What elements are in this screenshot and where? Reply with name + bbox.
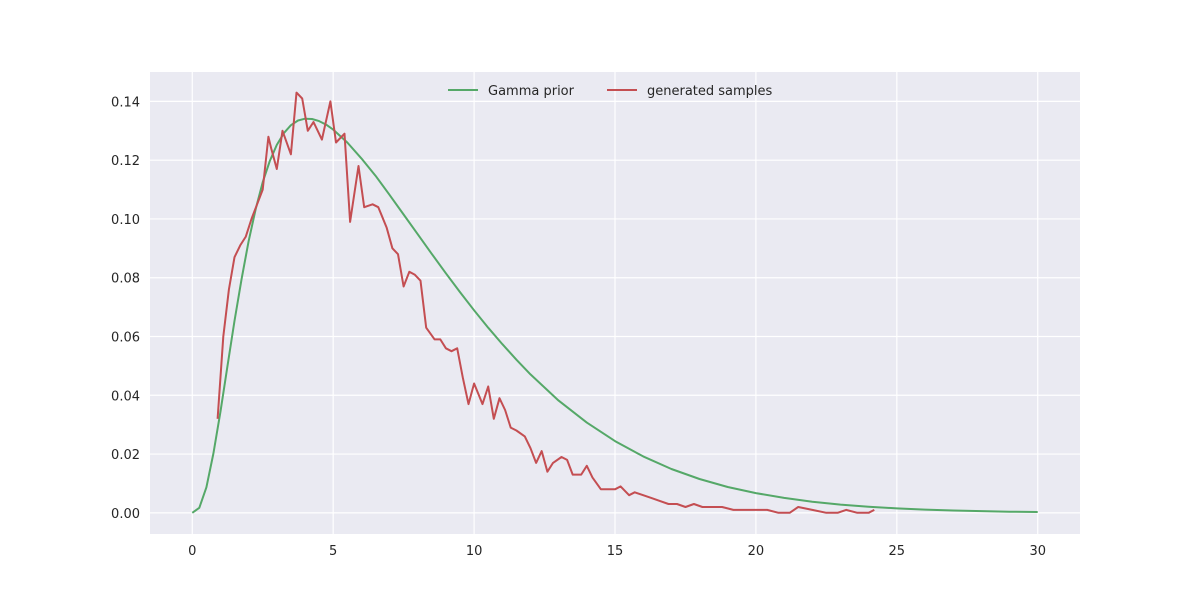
series-line-generated-samples: [216, 91, 875, 514]
grid: [150, 72, 1080, 534]
y-tick-label: 0.04: [111, 389, 140, 404]
legend-label-generated-samples: generated samples: [647, 84, 773, 99]
x-tick-label: 20: [748, 544, 765, 559]
y-tick-label: 0.00: [111, 507, 140, 522]
legend: Gamma prior generated samples: [448, 84, 773, 99]
tick-labels: 0 5 10 15 20 25 30 0.00 0.02 0.04 0.06 0.08 0.10 0.12…: [111, 95, 1046, 559]
y-tick-label: 0.12: [111, 154, 140, 169]
x-tick-label: 25: [889, 544, 906, 559]
y-tick-label: 0.02: [111, 448, 140, 463]
y-tick-label: 0.06: [111, 331, 140, 346]
series-line-gamma-prior: [191, 117, 1038, 514]
x-tick-label: 15: [607, 544, 624, 559]
series-layer: [191, 91, 1038, 514]
x-tick-label: 10: [466, 544, 483, 559]
x-tick-label: 0: [188, 544, 196, 559]
x-tick-label: 5: [329, 544, 337, 559]
y-tick-label: 0.10: [111, 213, 140, 228]
y-tick-label: 0.08: [111, 272, 140, 287]
legend-label-gamma-prior: Gamma prior: [488, 84, 575, 99]
y-tick-label: 0.14: [111, 95, 140, 110]
x-tick-label: 30: [1029, 544, 1046, 559]
